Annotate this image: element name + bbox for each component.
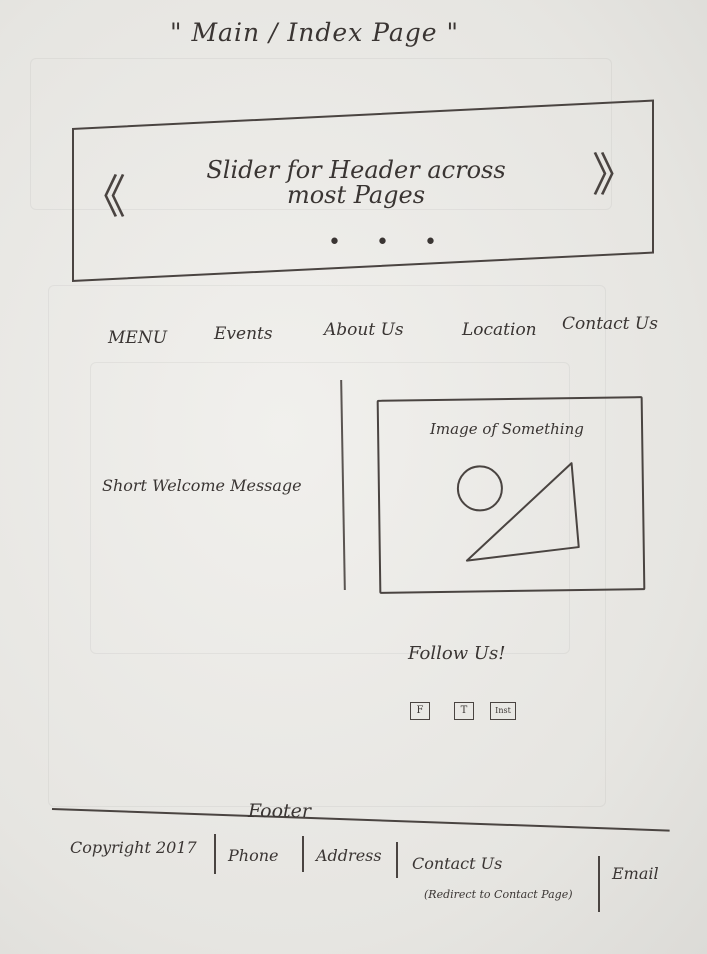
slider-dots-indicator[interactable]: • • • (328, 230, 451, 255)
footer-separator (214, 834, 216, 874)
nav-item-about-us[interactable]: About Us (324, 320, 404, 340)
footer-separator (396, 842, 398, 878)
footer-separator (302, 836, 304, 872)
page-title: " Main / Index Page " (170, 18, 460, 47)
footer-email[interactable]: Email (612, 864, 659, 883)
slider-next-arrow-icon[interactable]: 》 (592, 148, 638, 202)
footer-separator (598, 856, 600, 912)
footer-address[interactable]: Address (316, 846, 382, 865)
nav-item-events[interactable]: Events (214, 324, 273, 344)
image-caption: Image of Something (430, 420, 584, 438)
footer-contact-us[interactable]: Contact Us (412, 854, 503, 873)
bleed-through-shape (48, 285, 606, 807)
nav-item-contact-us[interactable]: Contact Us (562, 314, 658, 334)
slider-caption: Slider for Header across most Pages (206, 156, 506, 210)
footer-title: Footer (248, 800, 311, 822)
slider-prev-arrow-icon[interactable]: 《 (80, 170, 126, 224)
welcome-message: Short Welcome Message (102, 476, 302, 495)
footer-contact-note: (Redirect to Contact Page) (424, 888, 573, 901)
image-placeholder-icon (456, 462, 580, 562)
bleed-through-shape (30, 58, 612, 210)
nav-item-location[interactable]: Location (462, 320, 537, 340)
facebook-icon[interactable]: F (410, 702, 430, 720)
follow-us-title: Follow Us! (408, 643, 506, 664)
image-placeholder (376, 396, 646, 594)
bleed-through-shape (90, 362, 570, 654)
instagram-icon[interactable]: Inst (490, 702, 516, 720)
footer-phone[interactable]: Phone (228, 846, 279, 865)
nav-item-menu[interactable]: MENU (108, 328, 168, 348)
twitter-icon[interactable]: T (454, 702, 474, 720)
footer-copyright: Copyright 2017 (70, 838, 197, 857)
